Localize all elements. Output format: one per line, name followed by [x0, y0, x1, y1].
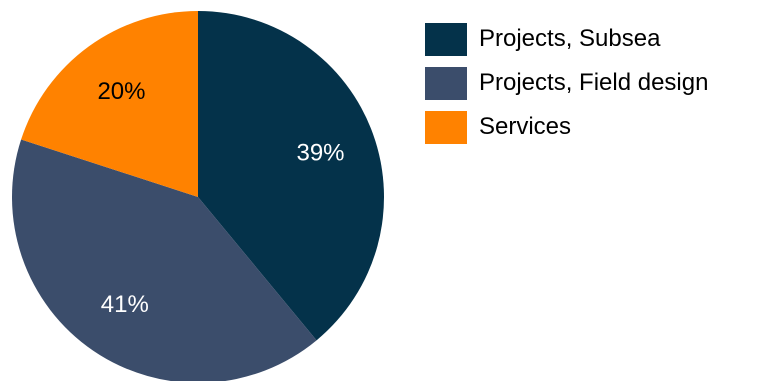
legend-swatch — [425, 110, 467, 144]
data-label-projects-field-design: 41% — [101, 291, 149, 318]
legend-swatch — [425, 66, 467, 100]
pie-slice-labels: 39% 41% 20% — [97, 78, 344, 318]
pie-slice-projects-subsea[interactable] — [198, 11, 384, 341]
legend-label: Services — [479, 113, 572, 140]
data-label-services: 20% — [97, 78, 145, 105]
legend-swatch — [425, 22, 467, 56]
pie-slice-projects-field-design[interactable] — [12, 139, 317, 381]
legend-label: Projects, Field design — [479, 69, 709, 96]
legend-label: Projects, Subsea — [479, 25, 661, 52]
legend-item-services[interactable]: Services — [425, 110, 708, 144]
pie-slices — [12, 11, 384, 381]
pie-slice-services[interactable] — [21, 11, 199, 197]
legend-item-projects-field-design[interactable]: Projects, Field design — [425, 66, 708, 100]
legend-item-projects-subsea[interactable]: Projects, Subsea — [425, 22, 708, 56]
legend: Projects, Subsea Projects, Field design … — [425, 22, 708, 154]
data-label-projects-subsea: 39% — [296, 139, 344, 166]
